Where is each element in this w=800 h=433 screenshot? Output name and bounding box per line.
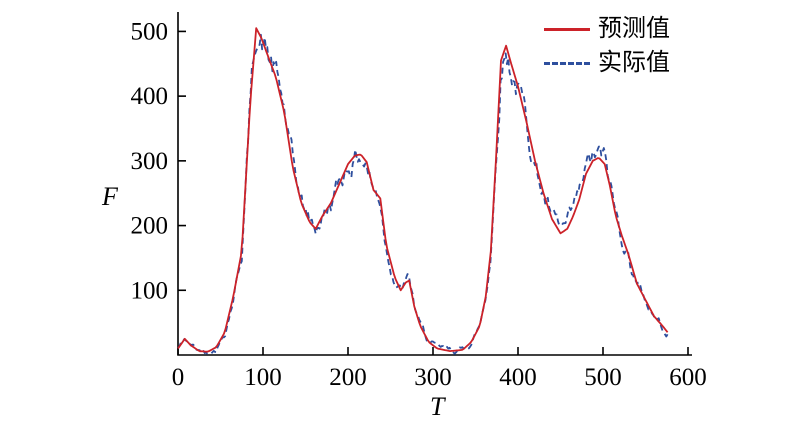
x-tick-label: 500 [584,364,622,391]
predicted-line [177,27,669,353]
legend-label-predicted: 预测值 [598,16,670,42]
y-tick-label: 100 [131,277,169,304]
x-tick-label: 400 [499,364,537,391]
y-axis-label: F [102,182,118,211]
x-tick-label: 100 [244,364,282,391]
actual-line-swatch [544,61,590,65]
y-tick-label: 500 [131,18,169,45]
y-tick-label: 400 [131,83,169,110]
y-tick-label: 300 [131,148,169,175]
legend: 预测值 实际值 [544,16,670,76]
x-tick-label: 300 [414,364,452,391]
x-tick-label: 200 [329,364,367,391]
legend-item-actual: 实际值 [544,50,670,76]
legend-label-actual: 实际值 [598,50,670,76]
predicted-line-swatch [544,27,590,31]
x-tick-label: 0 [172,364,185,391]
y-tick-label: 200 [131,213,169,240]
x-tick-label: 600 [669,364,707,391]
actual-line [177,33,669,355]
legend-item-predicted: 预测值 [544,16,670,42]
x-axis-label: T [430,392,445,421]
